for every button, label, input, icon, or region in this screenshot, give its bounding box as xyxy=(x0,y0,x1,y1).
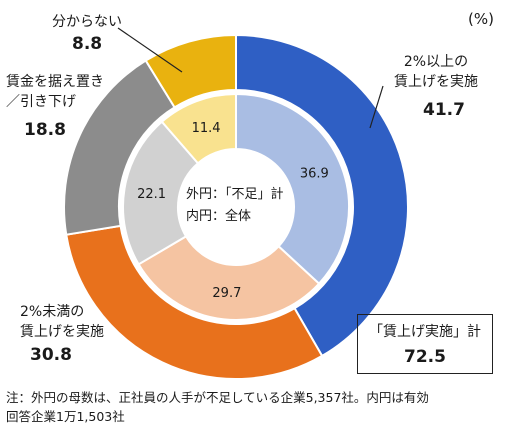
outer-slice-raise-2pct-plus xyxy=(235,33,409,358)
inner-value-raise-2pct-plus: 36.9 xyxy=(300,167,329,182)
category-label-raise-under-2pct: 2%未満の 賃上げを実施 xyxy=(20,304,104,340)
leader-line-unknown xyxy=(117,27,183,73)
summary-box: 「賃上げ実施」計 72.5 xyxy=(357,314,493,374)
inner-slice-raise-2pct-plus xyxy=(235,92,350,286)
category-label-unknown: 分からない xyxy=(52,14,122,30)
category-label-raise-2pct-plus: 2%以上の 賃上げを実施 xyxy=(394,54,478,90)
outer-value-unknown: 8.8 xyxy=(72,34,103,54)
category-label-freeze-or-cut: 賃金を据え置き ／引き下げ xyxy=(6,74,104,110)
summary-title: 「賃上げ実施」計 xyxy=(369,324,481,340)
inner-slice-freeze-or-cut xyxy=(122,120,200,266)
inner-value-freeze-or-cut: 22.1 xyxy=(137,187,166,202)
center-legend-inner: 内円：全体 xyxy=(186,209,252,224)
footnote: 注：外円の母数は、正社員の人手が不足している企業5,357社。内円は有効 回答企… xyxy=(6,390,429,424)
center-legend-outer: 外円：「不足」計 xyxy=(186,187,284,202)
outer-value-raise-under-2pct: 30.8 xyxy=(30,345,72,365)
inner-value-unknown: 11.4 xyxy=(192,121,221,136)
inner-slice-raise-under-2pct xyxy=(137,235,321,321)
outer-value-raise-2pct-plus: 41.7 xyxy=(423,100,465,120)
outer-slice-unknown xyxy=(144,33,237,109)
unit-label: (%) xyxy=(468,10,494,28)
center-legend: 外円：「不足」計 内円：全体 xyxy=(186,184,296,228)
outer-slice-raise-under-2pct xyxy=(65,224,324,380)
inner-slice-unknown xyxy=(160,92,237,165)
summary-value: 72.5 xyxy=(404,347,446,367)
inner-value-raise-under-2pct: 29.7 xyxy=(212,286,241,301)
outer-value-freeze-or-cut: 18.8 xyxy=(24,120,66,140)
leader-line-raise-2pct-plus xyxy=(369,85,384,129)
